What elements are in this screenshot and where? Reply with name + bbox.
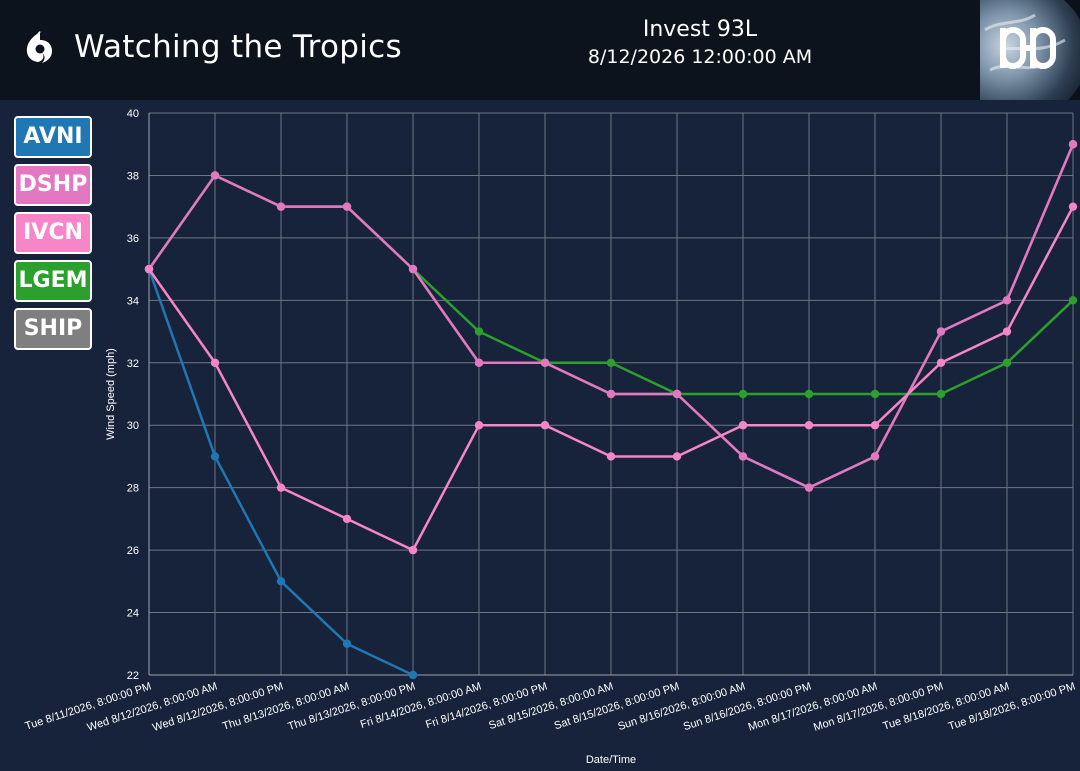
data-point-dshp[interactable] bbox=[738, 452, 748, 461]
data-point-ivcn[interactable] bbox=[804, 421, 814, 430]
model-legend: AVNI DSHP IVCN LGEM SHIP bbox=[14, 116, 94, 356]
data-point-avni[interactable] bbox=[342, 639, 352, 648]
data-point-ivcn[interactable] bbox=[144, 264, 154, 274]
data-point-lgem[interactable] bbox=[1068, 296, 1078, 305]
hurricane-icon bbox=[26, 31, 52, 63]
data-point-ivcn[interactable] bbox=[1068, 202, 1078, 211]
y-axis-title: Wind Speed (mph) bbox=[105, 348, 117, 440]
y-tick-label: 28 bbox=[127, 483, 139, 495]
data-point-lgem[interactable] bbox=[474, 327, 484, 336]
data-point-dshp[interactable] bbox=[1068, 140, 1078, 149]
data-point-lgem[interactable] bbox=[936, 389, 946, 399]
y-tick-label: 32 bbox=[127, 358, 139, 370]
chart-points bbox=[144, 140, 1078, 680]
y-tick-label: 22 bbox=[127, 670, 139, 682]
data-point-ivcn[interactable] bbox=[870, 421, 880, 430]
dd-globe-logo-icon[interactable] bbox=[952, 0, 1080, 120]
data-point-lgem[interactable] bbox=[738, 389, 748, 399]
data-point-ivcn[interactable] bbox=[1002, 327, 1012, 336]
legend-item-avni[interactable]: AVNI bbox=[14, 116, 92, 158]
app-header: Watching the Tropics Invest 93L 8/12/202… bbox=[0, 0, 1080, 120]
data-point-ivcn[interactable] bbox=[738, 421, 748, 430]
data-point-dshp[interactable] bbox=[1002, 296, 1012, 305]
data-point-ivcn[interactable] bbox=[210, 358, 220, 367]
legend-item-ship[interactable]: SHIP bbox=[14, 308, 92, 350]
forecast-datetime: 8/12/2026 12:00:00 AM bbox=[587, 46, 813, 68]
y-tick-label: 26 bbox=[127, 545, 139, 557]
data-point-avni[interactable] bbox=[276, 577, 286, 586]
data-point-dshp[interactable] bbox=[606, 389, 616, 399]
data-point-lgem[interactable] bbox=[606, 358, 616, 367]
data-point-dshp[interactable] bbox=[474, 358, 484, 367]
y-tick-label: 38 bbox=[127, 170, 139, 182]
data-point-ivcn[interactable] bbox=[342, 514, 352, 524]
data-point-dshp[interactable] bbox=[804, 483, 814, 492]
data-point-lgem[interactable] bbox=[1002, 358, 1012, 367]
legend-item-ivcn[interactable]: IVCN bbox=[14, 212, 92, 254]
data-point-ivcn[interactable] bbox=[936, 358, 946, 367]
y-tick-label: 36 bbox=[127, 233, 139, 245]
data-point-dshp[interactable] bbox=[540, 358, 550, 367]
data-point-dshp[interactable] bbox=[342, 202, 352, 211]
data-point-ivcn[interactable] bbox=[474, 421, 484, 430]
data-point-ivcn[interactable] bbox=[540, 421, 550, 430]
y-tick-label: 30 bbox=[127, 420, 139, 432]
legend-item-lgem[interactable]: LGEM bbox=[14, 260, 92, 302]
data-point-lgem[interactable] bbox=[804, 389, 814, 399]
y-tick-label: 34 bbox=[127, 295, 139, 307]
data-point-avni[interactable] bbox=[210, 452, 220, 461]
data-point-avni[interactable] bbox=[408, 670, 418, 680]
app-title: Watching the Tropics bbox=[74, 29, 402, 65]
storm-info: Invest 93L 8/12/2026 12:00:00 AM bbox=[500, 16, 900, 70]
data-point-lgem[interactable] bbox=[870, 389, 880, 399]
brand[interactable]: Watching the Tropics bbox=[18, 22, 402, 72]
data-point-ivcn[interactable] bbox=[672, 452, 682, 461]
storm-name: Invest 93L bbox=[642, 17, 758, 42]
data-point-dshp[interactable] bbox=[210, 171, 220, 180]
data-point-ivcn[interactable] bbox=[276, 483, 286, 492]
data-point-dshp[interactable] bbox=[870, 452, 880, 461]
x-tick-label: Tue 8/18/2026, 8:00:00 PM bbox=[947, 680, 1077, 732]
data-point-dshp[interactable] bbox=[936, 327, 946, 336]
data-point-dshp[interactable] bbox=[276, 202, 286, 211]
data-point-ivcn[interactable] bbox=[606, 452, 616, 461]
data-point-ivcn[interactable] bbox=[408, 545, 418, 555]
legend-item-dshp[interactable]: DSHP bbox=[14, 164, 92, 206]
y-tick-label: 40 bbox=[127, 108, 139, 120]
y-tick-label: 24 bbox=[127, 608, 139, 620]
data-point-dshp[interactable] bbox=[408, 264, 418, 274]
data-point-dshp[interactable] bbox=[672, 389, 682, 399]
x-axis-title: Date/Time bbox=[586, 754, 636, 766]
